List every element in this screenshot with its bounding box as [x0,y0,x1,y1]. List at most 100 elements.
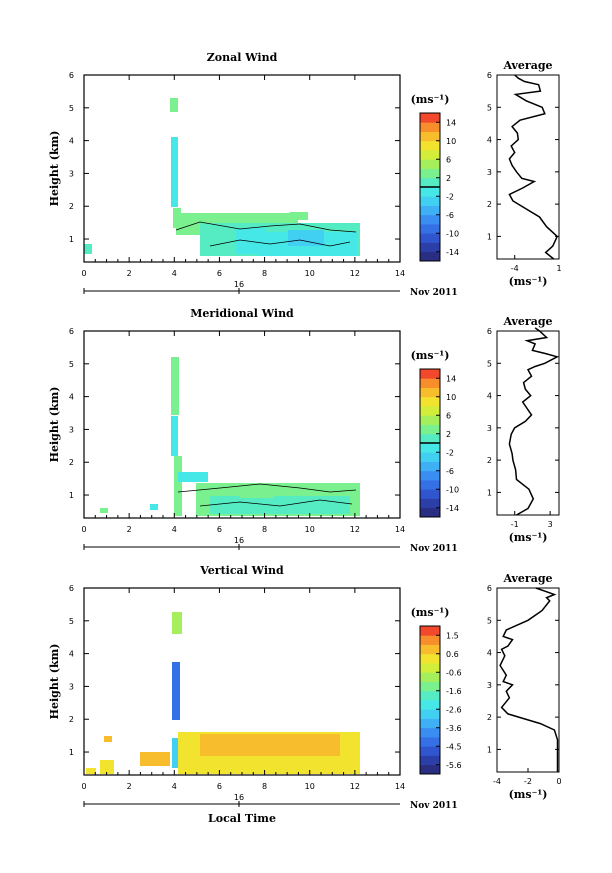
x-tick-label: 12 [350,782,360,791]
date-month-label: Nov 2011 [410,801,458,811]
profile-y-tick-label: 2 [487,713,492,722]
profile-y-tick-label: 5 [487,103,492,112]
colorbar-swatch [420,224,440,234]
colorbar-tick-label: 14 [446,374,456,383]
colorbar-swatch [420,406,440,416]
x-tick-label: 14 [395,269,405,278]
heatmap-cell-0 [172,612,182,634]
colorbar-tick-label: -2.6 [446,705,462,714]
y-tick-label: 6 [69,327,74,336]
profile-y-tick-label: 5 [487,359,492,368]
profile-series-line [499,587,559,772]
x-tick-label: 4 [172,269,177,278]
x-tick-label: 10 [305,269,315,278]
profile-title: Average [502,315,552,328]
heatmap-cell-8 [290,212,308,220]
heatmap-cell-9 [84,244,92,254]
x-tick-label: 6 [217,269,222,278]
colorbar-tick-label: -10 [446,485,459,494]
colorbar-swatch [420,396,440,407]
x-tick-label: 14 [395,525,405,534]
colorbar-swatch [420,196,440,206]
colorbar-swatch [420,369,440,379]
date-month-label: Nov 2011 [410,544,458,554]
profile-y-tick-label: 1 [487,745,492,754]
heatmap-cell-5 [210,496,350,514]
profile-y-tick-label: 6 [487,71,492,80]
y-tick-label: 5 [69,104,74,113]
colorbar-swatch [420,672,440,682]
y-tick-label: 3 [69,682,74,691]
profile-x-tick-label: 1 [556,264,561,273]
chart-title: Meridional Wind [190,307,294,320]
heatmap-cell-4 [200,734,340,756]
x-tick-label: 2 [127,269,132,278]
colorbar-swatch [420,150,440,160]
colorbar-tick-label: -14 [446,248,459,257]
colorbar-tick-label: -3.6 [446,724,462,733]
profile-y-tick-label: 3 [487,168,492,177]
colorbar-swatch [420,489,440,499]
colorbar-swatch [420,626,440,636]
x-tick-label: 12 [350,269,360,278]
x-tick-label: 8 [262,782,267,791]
colorbar-swatch [420,681,440,692]
y-tick-label: 3 [69,169,74,178]
heatmap-cell-1 [171,137,178,207]
profile-x-tick-label: 3 [548,520,553,529]
x-tick-label: 10 [305,525,315,534]
date-day-label: 16 [234,280,244,289]
heatmap-cell-7 [288,230,324,246]
colorbar-tick-label: 6 [446,411,451,420]
x-tick-label: 4 [172,525,177,534]
colorbar-tick-label: -0.6 [446,668,462,677]
heatmap-cell-1 [171,416,178,456]
colorbar-swatch [420,635,440,645]
colorbar-swatch [420,131,440,142]
profile-y-tick-label: 2 [487,456,492,465]
profile-y-tick-label: 3 [487,681,492,690]
heatmap-cell-7 [100,508,108,513]
colorbar-swatch [420,113,440,123]
colorbar-swatch [420,378,440,388]
colorbar-tick-label: 0.6 [446,650,459,659]
colorbar-tick-label: -5.6 [446,761,462,770]
x-tick-label: 2 [127,782,132,791]
colorbar-swatch [420,387,440,398]
colorbar-unit: (ms⁻¹) [411,606,450,619]
colorbar-swatch [420,177,440,188]
y-tick-label: 1 [69,491,74,500]
heatmap-cell-1 [172,662,180,720]
colorbar-swatch [420,424,440,435]
heatmap-cell-6 [140,752,170,766]
colorbar-tick-label: -6 [446,211,454,220]
colorbar-tick-label: 6 [446,155,451,164]
heatmap-field [84,98,360,256]
x-tick-label: 6 [217,782,222,791]
x-tick-label: 8 [262,525,267,534]
heatmap-cell-2 [172,738,182,768]
colorbar-tick-label: 1.5 [446,631,459,640]
colorbar-swatch [420,498,440,509]
heatmap-cell-8 [150,504,158,510]
profile-y-tick-label: 4 [487,649,492,658]
y-tick-label: 5 [69,360,74,369]
date-month-label: Nov 2011 [410,288,458,298]
colorbar-swatch [420,242,440,253]
colorbar-swatch [420,443,440,453]
colorbar-tick-label: -4.5 [446,742,462,751]
heatmap-cell-8 [104,736,112,742]
colorbar-swatch [420,140,440,151]
colorbar-unit: (ms⁻¹) [411,349,450,362]
colorbar-tick-label: -2 [446,448,454,457]
profile-y-tick-label: 6 [487,584,492,593]
profile-x-tick-label: -4 [493,777,501,786]
colorbar-tick-label: -1.6 [446,687,462,696]
contour-line-0 [177,483,357,493]
chart-title: Vertical Wind [199,564,284,577]
y-tick-label: 2 [69,715,74,724]
y-tick-label: 4 [69,393,74,402]
